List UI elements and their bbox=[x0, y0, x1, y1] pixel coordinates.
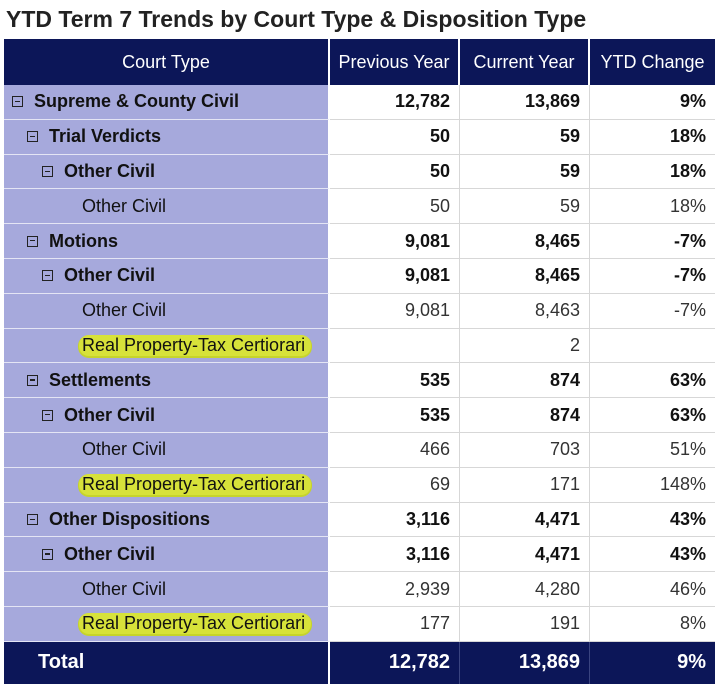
current-year-cell: 4,280 bbox=[460, 572, 590, 607]
ytd-change-cell: -7% bbox=[590, 294, 715, 329]
highlighted-label-text: Real Property-Tax Certiorari bbox=[79, 613, 312, 635]
ytd-change-cell: 63% bbox=[590, 398, 715, 433]
current-year-cell: 874 bbox=[460, 363, 590, 399]
row-label[interactable]: Other Civil bbox=[4, 398, 330, 433]
total-current-year-cell: 13,869 bbox=[460, 641, 590, 684]
highlighted-label-text: Real Property-Tax Certiorari bbox=[79, 334, 312, 356]
ytd-change-cell: 148% bbox=[590, 468, 715, 503]
current-year-cell: 874 bbox=[460, 398, 590, 433]
previous-year-cell bbox=[330, 328, 460, 364]
ytd-change-cell: 46% bbox=[590, 572, 715, 607]
row-label-text: Other Civil bbox=[82, 578, 167, 599]
row-label-text: Other Dispositions bbox=[49, 508, 211, 529]
collapse-icon[interactable] bbox=[42, 270, 53, 282]
matrix-table: Court Type Previous Year Current Year YT… bbox=[4, 39, 715, 684]
previous-year-cell: 9,081 bbox=[330, 258, 460, 294]
ytd-change-cell: 9% bbox=[590, 85, 715, 120]
current-year-cell: 4,471 bbox=[460, 537, 590, 573]
collapse-icon[interactable] bbox=[27, 235, 38, 247]
current-year-cell: 13,869 bbox=[460, 85, 590, 120]
current-year-cell: 191 bbox=[460, 606, 590, 642]
ytd-change-cell: 43% bbox=[590, 503, 715, 538]
previous-year-cell: 50 bbox=[330, 154, 460, 190]
highlighted-label-text: Real Property-Tax Certiorari bbox=[79, 474, 312, 496]
row-label[interactable]: Other Civil bbox=[4, 258, 330, 294]
row-label: Real Property-Tax Certiorari bbox=[4, 606, 330, 642]
ytd-change-cell bbox=[590, 329, 715, 364]
total-label: Total bbox=[4, 641, 330, 684]
row-label: Real Property-Tax Certiorari bbox=[4, 328, 330, 364]
previous-year-cell: 50 bbox=[330, 119, 460, 155]
ytd-change-cell: 63% bbox=[590, 363, 715, 399]
previous-year-cell: 12,782 bbox=[330, 85, 460, 120]
row-label[interactable]: Trial Verdicts bbox=[4, 119, 330, 155]
row-label: Other Civil bbox=[4, 189, 330, 225]
previous-year-cell: 177 bbox=[330, 606, 460, 642]
page-title: YTD Term 7 Trends by Court Type & Dispos… bbox=[6, 6, 587, 32]
row-label-text: Other Civil bbox=[82, 300, 167, 321]
collapse-icon[interactable] bbox=[27, 131, 38, 143]
current-year-cell: 8,465 bbox=[460, 224, 590, 259]
collapse-icon[interactable] bbox=[12, 96, 23, 108]
total-ytd-change-cell: 9% bbox=[590, 641, 715, 684]
row-label[interactable]: Other Civil bbox=[4, 537, 330, 573]
previous-year-cell: 3,116 bbox=[330, 502, 460, 538]
collapse-icon[interactable] bbox=[42, 409, 53, 421]
current-year-cell: 59 bbox=[460, 154, 590, 190]
row-label-text: Motions bbox=[49, 230, 118, 251]
current-year-cell: 59 bbox=[460, 119, 590, 155]
previous-year-cell: 3,116 bbox=[330, 537, 460, 573]
row-label-text: Other Civil bbox=[64, 160, 156, 181]
row-label-text: Other Civil bbox=[82, 439, 167, 460]
collapse-icon[interactable] bbox=[42, 165, 53, 177]
previous-year-cell: 9,081 bbox=[330, 293, 460, 329]
ytd-change-cell: -7% bbox=[590, 259, 715, 294]
current-year-cell: 59 bbox=[460, 189, 590, 225]
ytd-change-cell: -7% bbox=[590, 224, 715, 259]
row-label-text: Other Civil bbox=[64, 404, 156, 425]
total-previous-year-cell: 12,782 bbox=[330, 641, 460, 684]
previous-year-cell: 2,939 bbox=[330, 572, 460, 607]
row-label: Other Civil bbox=[4, 432, 330, 468]
ytd-change-cell: 51% bbox=[590, 433, 715, 468]
ytd-change-cell: 18% bbox=[590, 155, 715, 190]
collapse-icon[interactable] bbox=[27, 374, 38, 386]
ytd-change-cell: 18% bbox=[590, 189, 715, 225]
row-label-text: Trial Verdicts bbox=[49, 126, 162, 147]
row-label-text: Other Civil bbox=[64, 543, 156, 564]
previous-year-cell: 535 bbox=[330, 398, 460, 433]
ytd-change-cell: 18% bbox=[590, 120, 715, 155]
column-header-court-type[interactable]: Court Type bbox=[4, 39, 330, 85]
row-label[interactable]: Other Dispositions bbox=[4, 502, 330, 538]
previous-year-cell: 69 bbox=[330, 467, 460, 503]
current-year-cell: 8,465 bbox=[460, 258, 590, 294]
ytd-change-cell: 43% bbox=[590, 537, 715, 573]
row-label[interactable]: Settlements bbox=[4, 363, 330, 399]
previous-year-cell: 50 bbox=[330, 189, 460, 225]
previous-year-cell: 9,081 bbox=[330, 224, 460, 259]
column-header-current-year[interactable]: Current Year bbox=[460, 39, 590, 85]
ytd-change-cell: 8% bbox=[590, 607, 715, 642]
column-header-previous-year[interactable]: Previous Year bbox=[330, 39, 460, 85]
current-year-cell: 4,471 bbox=[460, 502, 590, 538]
row-label-text: Settlements bbox=[49, 369, 152, 390]
row-label-text: Other Civil bbox=[82, 195, 167, 216]
current-year-cell: 703 bbox=[460, 432, 590, 468]
row-label-text: Supreme & County Civil bbox=[34, 91, 240, 112]
row-label[interactable]: Other Civil bbox=[4, 154, 330, 190]
current-year-cell: 8,463 bbox=[460, 293, 590, 329]
collapse-icon[interactable] bbox=[42, 548, 53, 560]
row-label[interactable]: Supreme & County Civil bbox=[4, 85, 330, 120]
row-label-text: Other Civil bbox=[64, 265, 156, 286]
collapse-icon[interactable] bbox=[27, 513, 38, 525]
row-label: Other Civil bbox=[4, 572, 330, 607]
current-year-cell: 2 bbox=[460, 328, 590, 364]
row-label: Other Civil bbox=[4, 293, 330, 329]
row-label[interactable]: Motions bbox=[4, 224, 330, 259]
current-year-cell: 171 bbox=[460, 467, 590, 503]
row-label: Real Property-Tax Certiorari bbox=[4, 467, 330, 503]
previous-year-cell: 535 bbox=[330, 363, 460, 399]
previous-year-cell: 466 bbox=[330, 432, 460, 468]
column-header-ytd-change[interactable]: YTD Change bbox=[590, 39, 715, 85]
